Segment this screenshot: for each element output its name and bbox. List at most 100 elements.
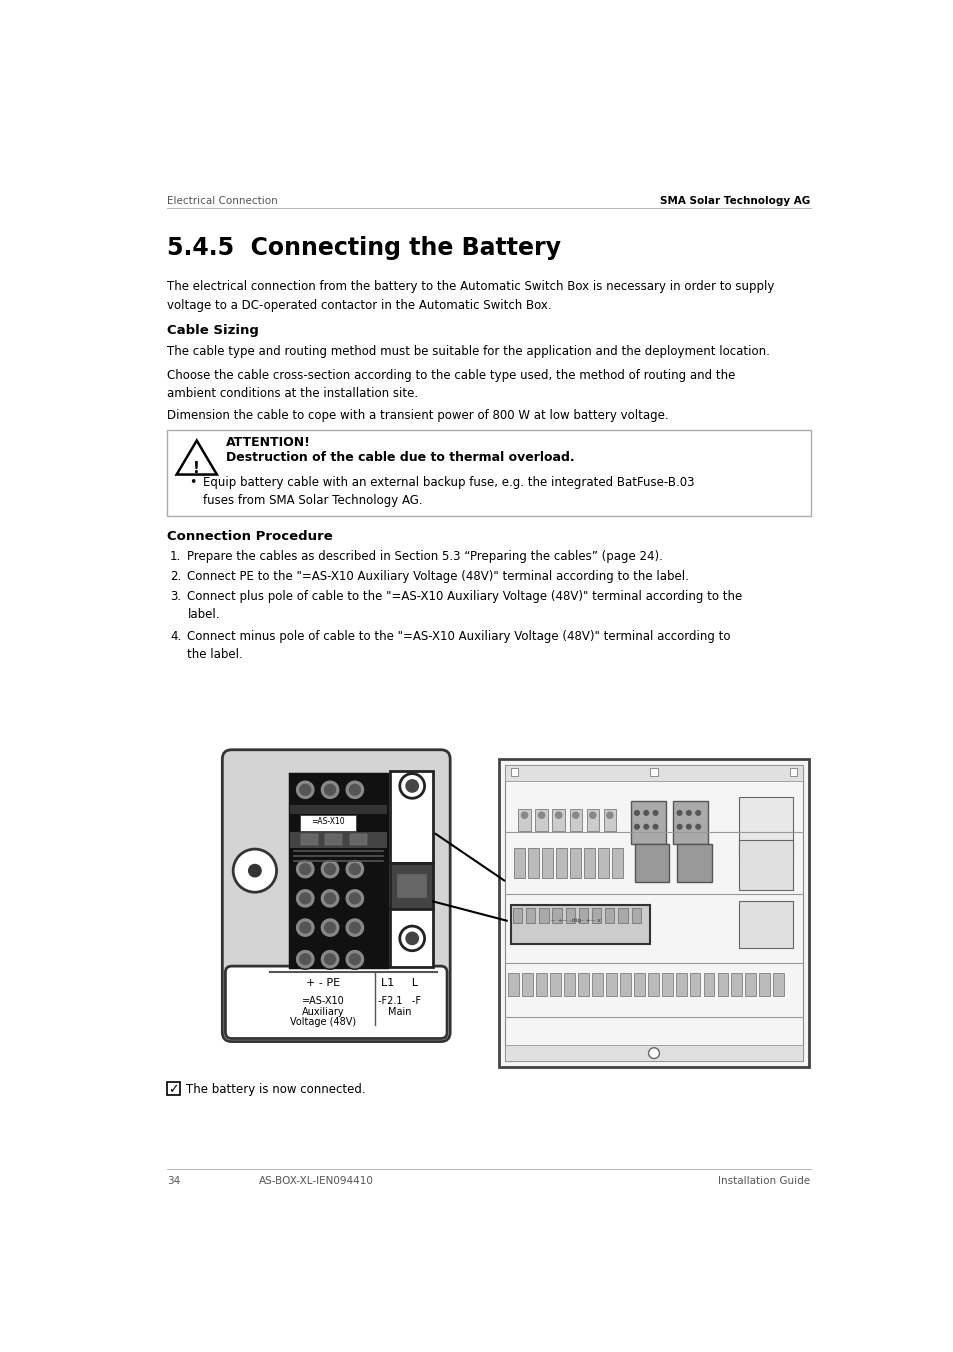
FancyBboxPatch shape (505, 765, 802, 1061)
Text: The cable type and routing method must be suitable for the application and the d: The cable type and routing method must b… (167, 346, 769, 358)
Circle shape (294, 859, 315, 879)
Circle shape (695, 825, 700, 829)
FancyBboxPatch shape (773, 973, 783, 996)
FancyBboxPatch shape (290, 775, 386, 967)
Text: AS-BOX-XL-IEN094410: AS-BOX-XL-IEN094410 (258, 1175, 374, 1186)
FancyBboxPatch shape (689, 973, 700, 996)
Circle shape (299, 784, 311, 795)
Circle shape (643, 811, 648, 815)
Text: 5.4.5  Connecting the Battery: 5.4.5 Connecting the Battery (167, 237, 560, 260)
Text: Destruction of the cable due to thermal overload.: Destruction of the cable due to thermal … (226, 452, 575, 464)
Circle shape (349, 922, 360, 933)
FancyBboxPatch shape (647, 973, 658, 996)
FancyBboxPatch shape (505, 1045, 802, 1061)
Circle shape (399, 926, 424, 950)
FancyBboxPatch shape (677, 844, 711, 883)
FancyBboxPatch shape (508, 973, 518, 996)
Circle shape (349, 784, 360, 795)
Text: Auxiliary: Auxiliary (301, 1007, 344, 1017)
FancyBboxPatch shape (604, 907, 614, 923)
Circle shape (686, 825, 691, 829)
FancyBboxPatch shape (517, 808, 530, 830)
Text: Equip battery cable with an external backup fuse, e.g. the integrated BatFuse-B.: Equip battery cable with an external bac… (203, 476, 694, 507)
Circle shape (344, 949, 365, 969)
FancyBboxPatch shape (513, 907, 521, 923)
FancyBboxPatch shape (605, 973, 617, 996)
FancyBboxPatch shape (542, 848, 553, 879)
FancyBboxPatch shape (592, 907, 600, 923)
Circle shape (344, 859, 365, 879)
FancyBboxPatch shape (739, 840, 793, 890)
Circle shape (319, 949, 340, 969)
FancyBboxPatch shape (535, 808, 547, 830)
Text: Choose the cable cross-section according to the cable type used, the method of r: Choose the cable cross-section according… (167, 369, 735, 400)
FancyBboxPatch shape (510, 768, 517, 776)
Circle shape (555, 813, 561, 818)
Text: Cable Sizing: Cable Sizing (167, 324, 259, 337)
FancyBboxPatch shape (396, 873, 426, 896)
Text: SMA Solar Technology AG: SMA Solar Technology AG (659, 196, 810, 206)
FancyBboxPatch shape (498, 758, 808, 1067)
FancyBboxPatch shape (325, 834, 342, 845)
Circle shape (589, 813, 596, 818)
Text: Connect PE to the "=AS-X10 Auxiliary Voltage (48V)" terminal according to the la: Connect PE to the "=AS-X10 Auxiliary Vol… (187, 571, 689, 583)
Circle shape (319, 780, 340, 800)
FancyBboxPatch shape (598, 848, 608, 879)
FancyBboxPatch shape (390, 863, 433, 909)
FancyBboxPatch shape (299, 815, 355, 830)
Circle shape (294, 918, 315, 938)
Circle shape (299, 892, 311, 903)
Circle shape (299, 953, 311, 964)
FancyBboxPatch shape (514, 848, 525, 879)
FancyBboxPatch shape (350, 834, 367, 845)
FancyBboxPatch shape (578, 907, 587, 923)
Circle shape (406, 933, 418, 945)
Text: Electrical Connection: Electrical Connection (167, 196, 277, 206)
Text: 4.: 4. (170, 630, 181, 644)
Circle shape (294, 888, 315, 909)
FancyBboxPatch shape (612, 848, 622, 879)
Circle shape (695, 811, 700, 815)
Text: 2.: 2. (170, 571, 181, 583)
Circle shape (677, 825, 681, 829)
Polygon shape (176, 441, 216, 475)
Circle shape (399, 773, 424, 798)
Circle shape (344, 888, 365, 909)
FancyBboxPatch shape (675, 973, 686, 996)
FancyBboxPatch shape (563, 973, 575, 996)
FancyBboxPatch shape (618, 907, 627, 923)
Text: ATTENTION!: ATTENTION! (226, 437, 311, 449)
Circle shape (349, 864, 360, 875)
FancyBboxPatch shape (525, 907, 535, 923)
FancyBboxPatch shape (739, 902, 793, 948)
Text: Main: Main (388, 1007, 411, 1017)
Circle shape (233, 849, 276, 892)
FancyBboxPatch shape (167, 430, 810, 516)
FancyBboxPatch shape (634, 844, 669, 883)
FancyBboxPatch shape (565, 907, 575, 923)
Circle shape (572, 813, 578, 818)
Text: •: • (189, 476, 196, 489)
Circle shape (324, 922, 335, 933)
Circle shape (648, 1048, 659, 1059)
FancyBboxPatch shape (521, 973, 533, 996)
Circle shape (319, 918, 340, 938)
Text: -- +-- -dip- +-- x: -- +-- -dip- +-- x (551, 918, 601, 923)
Circle shape (319, 859, 340, 879)
Text: Connect minus pole of cable to the "=AS-X10 Auxiliary Voltage (48V)" terminal ac: Connect minus pole of cable to the "=AS-… (187, 630, 730, 661)
FancyBboxPatch shape (630, 802, 665, 844)
FancyBboxPatch shape (578, 973, 588, 996)
FancyBboxPatch shape (631, 907, 640, 923)
Text: Voltage (48V): Voltage (48V) (290, 1017, 355, 1028)
FancyBboxPatch shape (703, 973, 714, 996)
FancyBboxPatch shape (225, 967, 447, 1038)
FancyBboxPatch shape (759, 973, 769, 996)
FancyBboxPatch shape (661, 973, 672, 996)
Circle shape (653, 811, 658, 815)
FancyBboxPatch shape (552, 808, 564, 830)
FancyBboxPatch shape (222, 750, 450, 1041)
FancyBboxPatch shape (583, 848, 595, 879)
FancyBboxPatch shape (505, 765, 802, 780)
Circle shape (294, 949, 315, 969)
Text: -F2.1   -F: -F2.1 -F (378, 996, 421, 1006)
